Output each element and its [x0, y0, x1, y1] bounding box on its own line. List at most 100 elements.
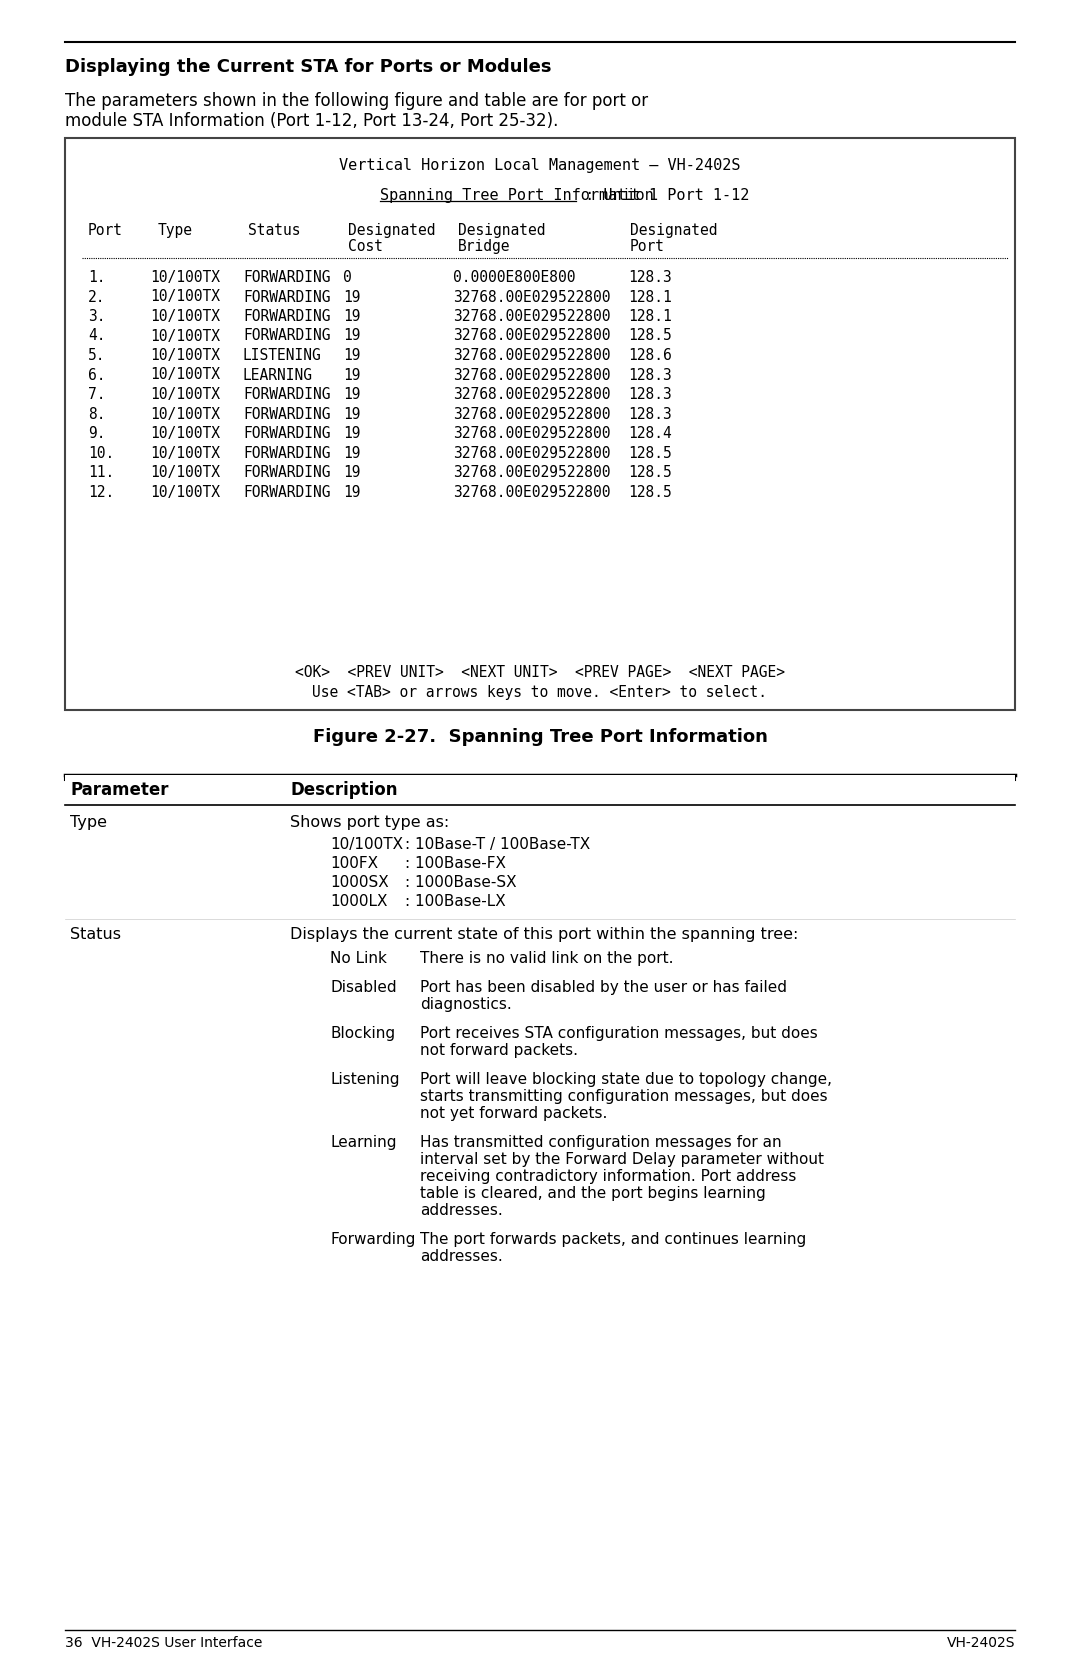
- Text: 10.: 10.: [87, 446, 114, 461]
- Text: 2.: 2.: [87, 289, 106, 304]
- Text: LISTENING: LISTENING: [243, 349, 322, 362]
- Text: module STA Information (Port 1-12, Port 13-24, Port 25-32).: module STA Information (Port 1-12, Port …: [65, 112, 558, 130]
- Text: 10/100TX: 10/100TX: [330, 836, 403, 851]
- Text: FORWARDING: FORWARDING: [243, 466, 330, 481]
- Text: Description: Description: [291, 781, 397, 799]
- Text: 19: 19: [343, 426, 361, 441]
- Text: 10/100TX: 10/100TX: [150, 466, 220, 481]
- Text: 32768.00E029522800: 32768.00E029522800: [453, 387, 610, 402]
- Text: Blocking: Blocking: [330, 1026, 395, 1041]
- Text: 32768.00E029522800: 32768.00E029522800: [453, 446, 610, 461]
- Text: The port forwards packets, and continues learning: The port forwards packets, and continues…: [420, 1232, 807, 1247]
- Text: Use <TAB> or arrows keys to move. <Enter> to select.: Use <TAB> or arrows keys to move. <Enter…: [312, 684, 768, 699]
- Text: addresses.: addresses.: [420, 1203, 503, 1218]
- Text: table is cleared, and the port begins learning: table is cleared, and the port begins le…: [420, 1187, 766, 1202]
- Text: Designated: Designated: [348, 224, 435, 239]
- Text: receiving contradictory information. Port address: receiving contradictory information. Por…: [420, 1168, 796, 1183]
- Text: 128.5: 128.5: [627, 446, 672, 461]
- Text: 128.1: 128.1: [627, 289, 672, 304]
- Text: 32768.00E029522800: 32768.00E029522800: [453, 349, 610, 362]
- Text: 36  VH-2402S User Interface: 36 VH-2402S User Interface: [65, 1636, 262, 1651]
- Text: 19: 19: [343, 407, 361, 422]
- Text: Figure 2-27.  Spanning Tree Port Information: Figure 2-27. Spanning Tree Port Informat…: [312, 728, 768, 746]
- Text: 10/100TX: 10/100TX: [150, 407, 220, 422]
- Text: 19: 19: [343, 446, 361, 461]
- Text: 0.0000E800E800: 0.0000E800E800: [453, 270, 576, 285]
- Text: starts transmitting configuration messages, but does: starts transmitting configuration messag…: [420, 1088, 827, 1103]
- Text: not forward packets.: not forward packets.: [420, 1043, 578, 1058]
- Text: 128.4: 128.4: [627, 426, 672, 441]
- Text: 32768.00E029522800: 32768.00E029522800: [453, 407, 610, 422]
- Text: : 1000Base-SX: : 1000Base-SX: [405, 875, 516, 890]
- Text: 100FX: 100FX: [330, 856, 378, 871]
- Text: Type: Type: [158, 224, 193, 239]
- Text: 10/100TX: 10/100TX: [150, 387, 220, 402]
- Text: 19: 19: [343, 329, 361, 344]
- Text: FORWARDING: FORWARDING: [243, 309, 330, 324]
- Text: 128.6: 128.6: [627, 349, 672, 362]
- Text: Disabled: Disabled: [330, 980, 396, 995]
- Text: 32768.00E029522800: 32768.00E029522800: [453, 426, 610, 441]
- Text: 10/100TX: 10/100TX: [150, 446, 220, 461]
- Text: Port will leave blocking state due to topology change,: Port will leave blocking state due to to…: [420, 1071, 832, 1087]
- Text: 10/100TX: 10/100TX: [150, 329, 220, 344]
- Text: <OK>  <PREV UNIT>  <NEXT UNIT>  <PREV PAGE>  <NEXT PAGE>: <OK> <PREV UNIT> <NEXT UNIT> <PREV PAGE>…: [295, 664, 785, 679]
- Text: FORWARDING: FORWARDING: [243, 407, 330, 422]
- Text: Port has been disabled by the user or has failed: Port has been disabled by the user or ha…: [420, 980, 787, 995]
- Text: 32768.00E029522800: 32768.00E029522800: [453, 309, 610, 324]
- Text: LEARNING: LEARNING: [243, 367, 313, 382]
- Text: Forwarding: Forwarding: [330, 1232, 416, 1247]
- Text: Learning: Learning: [330, 1135, 396, 1150]
- Text: 32768.00E029522800: 32768.00E029522800: [453, 329, 610, 344]
- Text: Displays the current state of this port within the spanning tree:: Displays the current state of this port …: [291, 926, 798, 941]
- Text: There is no valid link on the port.: There is no valid link on the port.: [420, 951, 674, 966]
- Text: 10/100TX: 10/100TX: [150, 309, 220, 324]
- Text: 128.1: 128.1: [627, 309, 672, 324]
- Text: 19: 19: [343, 367, 361, 382]
- Text: Shows port type as:: Shows port type as:: [291, 814, 449, 829]
- Text: 1.: 1.: [87, 270, 106, 285]
- Text: Status: Status: [70, 926, 121, 941]
- Text: addresses.: addresses.: [420, 1248, 503, 1263]
- Text: 7.: 7.: [87, 387, 106, 402]
- Text: 3.: 3.: [87, 309, 106, 324]
- Text: 128.5: 128.5: [627, 466, 672, 481]
- Text: 10/100TX: 10/100TX: [150, 367, 220, 382]
- Text: 19: 19: [343, 387, 361, 402]
- Text: No Link: No Link: [330, 951, 387, 966]
- Text: FORWARDING: FORWARDING: [243, 289, 330, 304]
- Text: Port: Port: [87, 224, 123, 239]
- Text: Spanning Tree Port Information: Spanning Tree Port Information: [379, 189, 653, 204]
- Text: Listening: Listening: [330, 1071, 400, 1087]
- Text: 128.5: 128.5: [627, 329, 672, 344]
- Text: 4.: 4.: [87, 329, 106, 344]
- Text: The parameters shown in the following figure and table are for port or: The parameters shown in the following fi…: [65, 92, 648, 110]
- Text: 10/100TX: 10/100TX: [150, 426, 220, 441]
- Text: interval set by the Forward Delay parameter without: interval set by the Forward Delay parame…: [420, 1152, 824, 1167]
- Text: 1000LX: 1000LX: [330, 895, 388, 910]
- Text: 1000SX: 1000SX: [330, 875, 389, 890]
- Text: FORWARDING: FORWARDING: [243, 426, 330, 441]
- Text: Displaying the Current STA for Ports or Modules: Displaying the Current STA for Ports or …: [65, 58, 552, 77]
- Text: : 100Base-LX: : 100Base-LX: [405, 895, 505, 910]
- Text: 32768.00E029522800: 32768.00E029522800: [453, 484, 610, 499]
- Text: Parameter: Parameter: [70, 781, 168, 799]
- Text: 8.: 8.: [87, 407, 106, 422]
- Text: Bridge: Bridge: [458, 239, 511, 254]
- Text: 128.3: 128.3: [627, 387, 672, 402]
- Text: Designated: Designated: [458, 224, 545, 239]
- Text: 19: 19: [343, 349, 361, 362]
- Text: not yet forward packets.: not yet forward packets.: [420, 1107, 607, 1122]
- Text: 32768.00E029522800: 32768.00E029522800: [453, 289, 610, 304]
- Text: : 10Base-T / 100Base-TX: : 10Base-T / 100Base-TX: [405, 836, 591, 851]
- Text: 19: 19: [343, 484, 361, 499]
- Text: : Unit 1 Port 1-12: : Unit 1 Port 1-12: [576, 189, 750, 204]
- Text: 10/100TX: 10/100TX: [150, 270, 220, 285]
- Text: 0: 0: [343, 270, 352, 285]
- Text: VH-2402S: VH-2402S: [946, 1636, 1015, 1651]
- Text: Designated: Designated: [630, 224, 717, 239]
- Text: FORWARDING: FORWARDING: [243, 484, 330, 499]
- Text: Vertical Horizon Local Management – VH-2402S: Vertical Horizon Local Management – VH-2…: [339, 159, 741, 174]
- Text: FORWARDING: FORWARDING: [243, 329, 330, 344]
- FancyBboxPatch shape: [65, 139, 1015, 709]
